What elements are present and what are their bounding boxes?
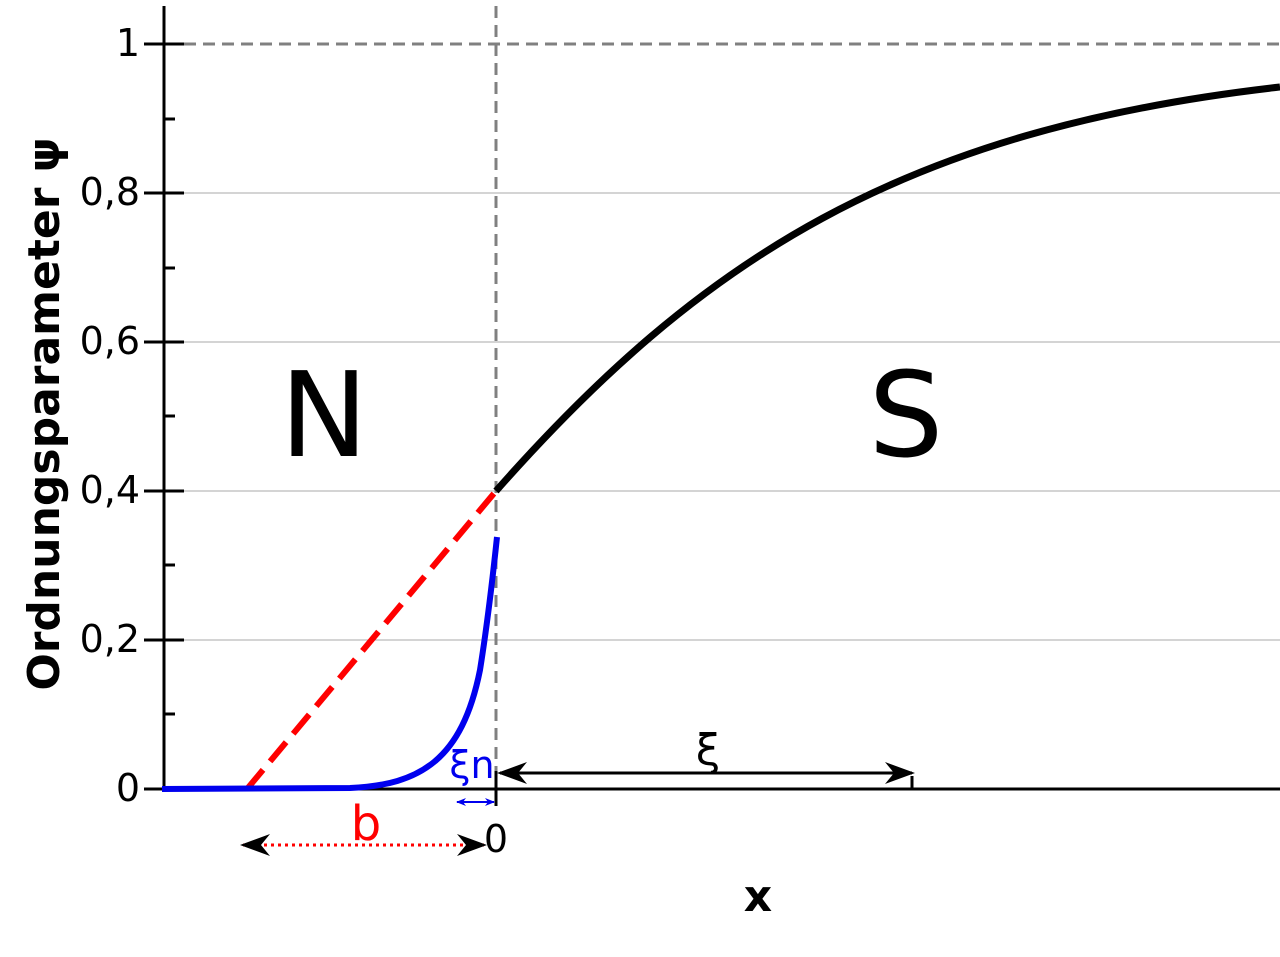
extrapolation-line [244, 489, 499, 791]
y-tick-label: 0,6 [80, 319, 140, 363]
y-tick-label: 0 [116, 766, 140, 810]
y-axis-title: Ordnungsparameter ψ [19, 137, 70, 690]
y-tick-labels: 0 0,2 0,4 0,6 0,8 1 [80, 21, 140, 810]
y-tick-label: 0,2 [80, 617, 140, 661]
xi-n-label: ξn [449, 743, 494, 787]
y-major-ticks [144, 42, 184, 791]
superconductor-order-parameter-curve [493, 83, 1280, 494]
y-minor-ticks [164, 117, 175, 716]
superconductor-region-label: S [869, 346, 944, 484]
y-tick-label: 0,8 [80, 170, 140, 214]
y-tick-label: 1 [116, 21, 140, 65]
normal-order-parameter-curve [161, 536, 500, 792]
y-tick-label: 0,4 [80, 468, 140, 512]
x-axis-title: x [744, 871, 772, 922]
grid-lines [165, 192, 1280, 641]
x-tick-label-0: 0 [484, 817, 508, 861]
normal-region-label: N [280, 346, 368, 484]
xi-label: ξ [696, 725, 721, 776]
b-label: b [351, 796, 381, 852]
